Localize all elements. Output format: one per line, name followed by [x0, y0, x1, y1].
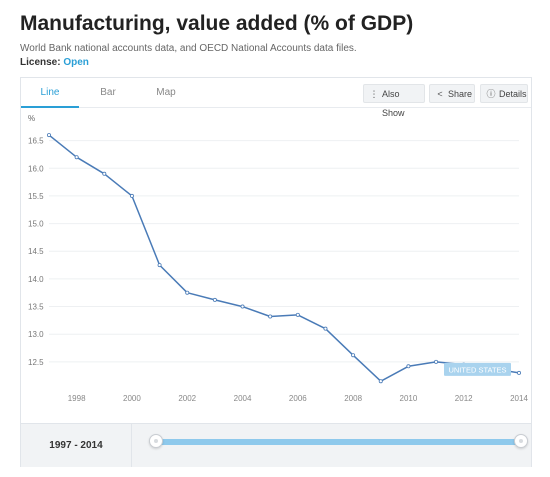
tab-bar[interactable]: Bar [100, 87, 116, 98]
y-tick-label: 13.5 [28, 303, 44, 312]
data-point [157, 263, 162, 268]
data-point [323, 326, 328, 331]
source-note: World Bank national accounts data, and O… [20, 43, 357, 54]
data-point [351, 353, 356, 358]
x-tick-label: 2012 [455, 394, 473, 403]
x-tick-label: 2014 [510, 394, 528, 403]
series-label-box [444, 362, 511, 376]
tab-line[interactable]: Line [21, 78, 79, 108]
data-point [434, 359, 439, 364]
data-point [406, 364, 411, 369]
license-link[interactable]: Open [63, 57, 89, 68]
data-point [240, 304, 245, 309]
x-tick-label: 2000 [123, 394, 141, 403]
range-label: 1997 - 2014 [21, 424, 132, 467]
details-label: Details [499, 89, 527, 99]
license-label: License: [20, 57, 61, 68]
x-tick-label: 2008 [344, 394, 362, 403]
x-tick-label: 1998 [68, 394, 86, 403]
y-tick-label: 14.5 [28, 247, 44, 256]
y-tick-label: 16.5 [28, 137, 44, 146]
range-footer: 1997 - 2014 [21, 423, 531, 467]
chart-tabs: Line Bar Map ⋮ Also Show < Share ⓘ Detai… [21, 78, 531, 118]
y-axis-label: % [28, 114, 35, 123]
y-tick-label: 14.0 [28, 275, 44, 284]
chart-panel: Line Bar Map ⋮ Also Show < Share ⓘ Detai… [20, 77, 532, 467]
more-vertical-icon: ⋮ [369, 89, 379, 99]
range-end-handle[interactable] [514, 434, 528, 448]
x-tick-label: 2006 [289, 394, 307, 403]
line-chart: % 12.5 13.0 13.5 14.0 14.5 15.0 15.5 16.0 16.5 199… [28, 114, 528, 403]
series-line [48, 134, 520, 382]
data-point [129, 193, 134, 198]
data-point [516, 370, 521, 375]
license-line: License: Open [20, 57, 89, 68]
y-tick-label: 16.0 [28, 164, 44, 173]
share-icon: < [437, 89, 443, 99]
series-label: UNITED STATES [448, 365, 506, 374]
data-point [295, 312, 300, 317]
data-point [268, 314, 273, 319]
details-button[interactable]: ⓘ Details [480, 84, 528, 103]
share-button[interactable]: < Share [429, 84, 475, 103]
range-slider-track[interactable] [156, 439, 521, 445]
info-icon: ⓘ [486, 89, 496, 99]
data-point [102, 171, 107, 176]
tab-map[interactable]: Map [156, 87, 176, 98]
y-tick-label: 15.0 [28, 220, 44, 229]
data-point [212, 297, 217, 302]
y-tick-label: 12.5 [28, 358, 44, 367]
y-tick-label: 15.5 [28, 192, 44, 201]
data-point [185, 290, 190, 295]
x-tick-label: 2010 [400, 394, 418, 403]
share-label: Share [448, 89, 473, 99]
data-point [378, 379, 383, 384]
page-title: Manufacturing, value added (% of GDP) [20, 12, 414, 35]
range-start-handle[interactable] [149, 434, 163, 448]
x-tick-label: 2004 [234, 394, 252, 403]
y-tick-label: 13.0 [28, 330, 44, 339]
x-tick-label: 2002 [178, 394, 196, 403]
also-show-button[interactable]: ⋮ Also Show [363, 84, 425, 118]
also-show-label: Also Show [382, 89, 405, 118]
data-point [74, 155, 79, 160]
data-point [46, 133, 51, 138]
